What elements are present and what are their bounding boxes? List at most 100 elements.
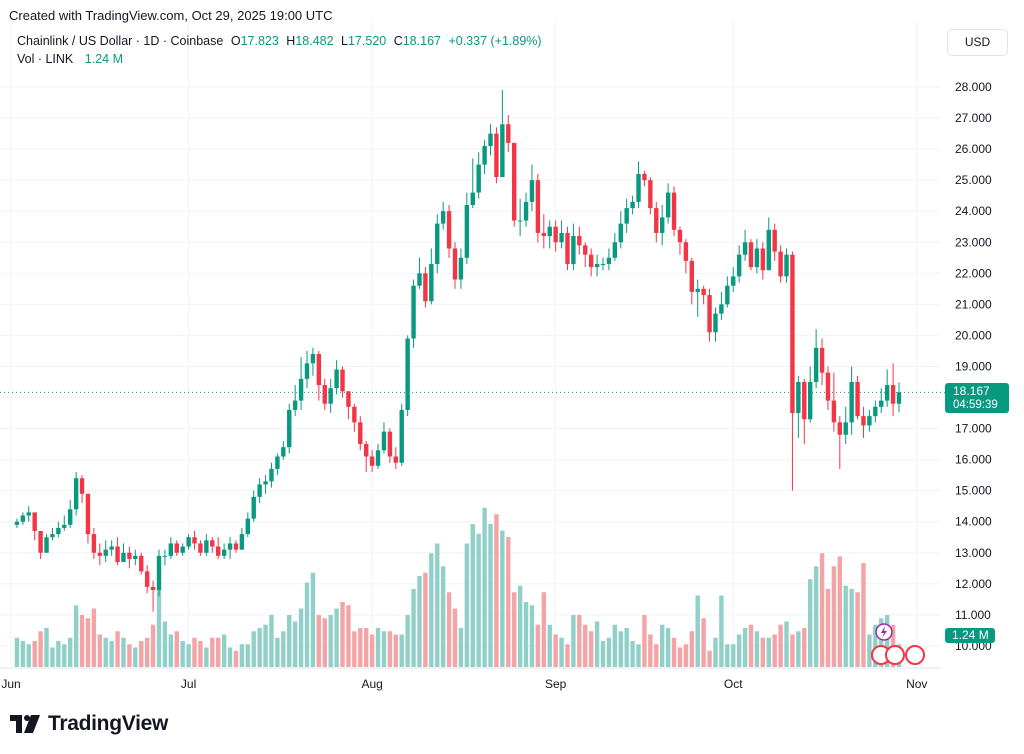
candle-body[interactable] xyxy=(636,173,641,202)
candle-body[interactable] xyxy=(50,534,55,538)
candle-body[interactable] xyxy=(281,447,286,457)
candle-body[interactable] xyxy=(139,555,144,572)
candle-body[interactable] xyxy=(417,273,422,286)
candle-body[interactable] xyxy=(310,354,316,364)
candle-body[interactable] xyxy=(156,555,162,591)
candle-body[interactable] xyxy=(559,232,564,243)
candle-body[interactable] xyxy=(251,496,256,519)
candle-body[interactable] xyxy=(150,586,156,591)
candle-body[interactable] xyxy=(26,512,31,516)
candle-body[interactable] xyxy=(387,431,393,457)
candle-body[interactable] xyxy=(831,400,837,423)
candle-body[interactable] xyxy=(843,422,848,435)
candle-body[interactable] xyxy=(192,537,197,544)
candle-body[interactable] xyxy=(44,537,49,553)
candle-body[interactable] xyxy=(689,260,694,292)
candle-body[interactable] xyxy=(606,257,612,264)
candle-body[interactable] xyxy=(210,540,215,547)
candle-body[interactable] xyxy=(180,546,185,553)
candle-body[interactable] xyxy=(328,388,333,404)
candle-body[interactable] xyxy=(239,534,245,550)
candle-body[interactable] xyxy=(778,251,783,277)
candle-body[interactable] xyxy=(346,391,351,407)
candle-body[interactable] xyxy=(369,456,375,466)
candle-body[interactable] xyxy=(488,133,493,146)
candle-body[interactable] xyxy=(630,201,635,209)
candle-body[interactable] xyxy=(648,180,653,209)
candle-body[interactable] xyxy=(725,285,730,305)
candle-body[interactable] xyxy=(452,248,458,280)
candle-body[interactable] xyxy=(796,381,801,414)
candle-body[interactable] xyxy=(861,416,866,426)
candle-body[interactable] xyxy=(133,555,138,559)
candle-body[interactable] xyxy=(263,481,268,485)
candle-body[interactable] xyxy=(364,444,369,457)
candle-body[interactable] xyxy=(14,521,20,525)
candle-body[interactable] xyxy=(20,515,26,522)
candle-body[interactable] xyxy=(304,363,310,379)
candle-body[interactable] xyxy=(381,431,387,451)
candle-body[interactable] xyxy=(91,534,97,553)
candle-body[interactable] xyxy=(103,549,108,556)
price-axis[interactable]: 28.000 27.000 26.000 25.000 24.000 23.000 22.0… xyxy=(955,80,992,653)
candle-body[interactable] xyxy=(482,145,487,165)
candle-body[interactable] xyxy=(594,263,600,268)
candle-body[interactable] xyxy=(553,226,558,243)
candle-body[interactable] xyxy=(340,369,345,392)
candle-body[interactable] xyxy=(68,509,73,525)
candle-body[interactable] xyxy=(588,254,594,268)
candle-body[interactable] xyxy=(322,385,327,404)
candle-body[interactable] xyxy=(624,208,629,224)
candle-body[interactable] xyxy=(233,543,239,550)
candle-body[interactable] xyxy=(583,245,588,255)
candle-body[interactable] xyxy=(458,257,464,280)
candle-body[interactable] xyxy=(506,124,511,143)
candle-body[interactable] xyxy=(62,524,67,528)
candle-body[interactable] xyxy=(316,354,322,386)
candle-body[interactable] xyxy=(174,543,179,553)
candle-body[interactable] xyxy=(292,400,298,410)
candle-body[interactable] xyxy=(464,204,470,258)
candle-body[interactable] xyxy=(742,242,748,255)
candle-body[interactable] xyxy=(411,285,416,339)
currency-button[interactable]: USD xyxy=(947,29,1008,56)
us-event-icon-2[interactable] xyxy=(885,645,905,665)
candle-body[interactable] xyxy=(618,223,623,243)
candle-body[interactable] xyxy=(535,180,541,233)
candle-body[interactable] xyxy=(352,406,357,423)
candle-body[interactable] xyxy=(600,263,606,265)
candle-body[interactable] xyxy=(896,392,902,404)
candle-body[interactable] xyxy=(109,546,114,550)
candle-body[interactable] xyxy=(884,385,890,401)
tradingview-logo[interactable]: TradingView xyxy=(10,712,168,736)
candle-body[interactable] xyxy=(162,555,168,557)
candle-body[interactable] xyxy=(855,381,860,417)
event-markers[interactable] xyxy=(871,623,925,665)
candle-body[interactable] xyxy=(257,484,262,497)
candle-body[interactable] xyxy=(731,276,736,286)
candle-body[interactable] xyxy=(577,236,582,246)
candle-body[interactable] xyxy=(612,242,618,258)
candle-body[interactable] xyxy=(275,456,280,469)
candle-body[interactable] xyxy=(825,372,831,401)
candle-body[interactable] xyxy=(695,288,700,292)
candle-body[interactable] xyxy=(517,220,523,222)
candle-body[interactable] xyxy=(736,254,742,277)
candle-body[interactable] xyxy=(837,422,842,435)
candle-body[interactable] xyxy=(707,295,712,333)
candle-body[interactable] xyxy=(784,254,789,277)
candle-body[interactable] xyxy=(677,229,683,243)
candle-body[interactable] xyxy=(819,347,825,373)
candle-body[interactable] xyxy=(571,236,576,264)
candle-body[interactable] xyxy=(446,211,452,249)
candle-body[interactable] xyxy=(500,124,505,178)
candle-body[interactable] xyxy=(115,546,120,563)
candle-body[interactable] xyxy=(56,527,61,535)
candle-body[interactable] xyxy=(665,192,671,218)
candle-body[interactable] xyxy=(121,552,126,563)
candle-body[interactable] xyxy=(334,369,339,389)
candle-body[interactable] xyxy=(97,552,102,556)
candle-body[interactable] xyxy=(216,546,221,556)
candle-body[interactable] xyxy=(748,242,754,268)
candle-body[interactable] xyxy=(38,531,43,553)
